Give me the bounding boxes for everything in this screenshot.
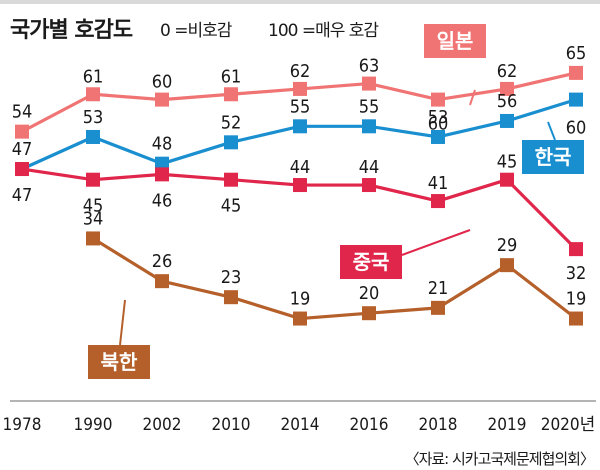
data-point <box>500 172 514 187</box>
data-label: 55 <box>359 96 380 117</box>
series-line-북한 <box>92 237 577 321</box>
series-badge-한국 <box>522 140 584 174</box>
data-point <box>155 274 169 289</box>
data-label: 62 <box>290 61 311 82</box>
data-point <box>86 172 100 187</box>
callout-line-중국 <box>401 229 471 256</box>
data-point <box>431 92 445 107</box>
series-badge-북한 <box>88 345 150 379</box>
scale-low-note: 0 =비호감 <box>160 21 232 41</box>
data-label: 56 <box>497 91 518 112</box>
data-label: 54 <box>12 102 33 123</box>
data-label: 45 <box>83 196 104 217</box>
data-point <box>362 178 376 193</box>
data-label: 47 <box>12 185 33 206</box>
data-label: 53 <box>428 107 449 128</box>
x-tick-label: 2010 <box>212 415 251 435</box>
chart-header: 국가별 호감도 0 =비호감 100 =매우 호감 <box>0 0 600 43</box>
data-label: 29 <box>497 235 518 256</box>
data-label: 44 <box>359 157 380 178</box>
data-point <box>362 76 376 91</box>
x-tick-label: 2019 <box>488 415 527 435</box>
chart-title: 국가별 호감도 <box>10 18 133 43</box>
data-point <box>500 113 514 128</box>
data-point <box>86 87 100 102</box>
data-point <box>224 290 238 305</box>
data-label: 63 <box>359 56 380 77</box>
data-label: 60 <box>428 114 449 135</box>
data-point <box>431 194 445 209</box>
data-label: 32 <box>566 263 587 284</box>
callout-line-일본 <box>469 89 476 106</box>
data-label: 44 <box>290 157 311 178</box>
data-point <box>15 124 29 139</box>
series-name-중국: 중국 <box>353 250 390 274</box>
data-point <box>155 167 169 182</box>
data-label: 19 <box>290 289 311 310</box>
data-label: 21 <box>428 278 449 299</box>
data-label: 62 <box>497 61 518 82</box>
data-point <box>86 129 100 144</box>
data-label: 26 <box>152 251 173 272</box>
data-point <box>224 87 238 102</box>
data-point <box>500 81 514 96</box>
data-point <box>293 119 307 134</box>
data-label: 65 <box>566 43 587 64</box>
data-label: 48 <box>152 134 173 155</box>
data-label: 47 <box>12 139 33 160</box>
x-tick-label: 2002 <box>143 415 182 435</box>
data-point <box>569 242 583 257</box>
data-label: 34 <box>83 208 104 229</box>
data-label: 45 <box>221 196 242 217</box>
data-point <box>224 172 238 187</box>
data-point <box>569 92 583 107</box>
series-name-북한: 북한 <box>101 350 138 374</box>
data-label: 45 <box>497 152 518 173</box>
callout-line-한국 <box>547 121 556 141</box>
x-tick-label: 2014 <box>281 415 320 435</box>
data-label: 23 <box>221 267 242 288</box>
data-label: 46 <box>152 190 173 211</box>
data-point <box>569 311 583 326</box>
data-point <box>155 92 169 107</box>
data-label: 61 <box>83 66 104 87</box>
data-point <box>15 162 29 177</box>
data-label: 60 <box>566 118 587 139</box>
x-tick-label: 2018 <box>419 415 458 435</box>
data-point <box>362 306 376 321</box>
x-tick-label: 2016 <box>350 415 389 435</box>
series-badge-일본 <box>424 24 486 58</box>
data-point <box>293 81 307 96</box>
x-tick-label: 1990 <box>74 415 113 435</box>
data-point <box>569 65 583 80</box>
source-note: 〈자료: 시카고국제문제협의회〉 <box>404 450 595 468</box>
scale-high-note: 100 =매우 호감 <box>268 21 379 41</box>
data-point <box>431 300 445 315</box>
x-tick-label: 1978 <box>3 415 42 435</box>
data-label: 41 <box>428 173 449 194</box>
data-label: 52 <box>221 112 242 133</box>
data-point <box>224 135 238 150</box>
data-point <box>86 231 100 246</box>
x-tick-label: 2020년 <box>541 415 596 435</box>
data-label: 53 <box>83 107 104 128</box>
series-name-한국: 한국 <box>535 145 572 169</box>
data-label: 60 <box>152 72 173 93</box>
data-point <box>431 129 445 144</box>
data-point <box>500 258 514 273</box>
data-label: 55 <box>290 96 311 117</box>
data-point <box>155 156 169 171</box>
callout-line-북한 <box>119 299 126 346</box>
series-badge-중국 <box>340 245 402 279</box>
data-point <box>293 178 307 193</box>
series-name-일본: 일본 <box>437 29 474 53</box>
data-label: 61 <box>221 66 242 87</box>
data-point <box>293 311 307 326</box>
data-label: 20 <box>359 283 380 304</box>
data-point <box>362 119 376 134</box>
data-label: 19 <box>566 289 587 310</box>
